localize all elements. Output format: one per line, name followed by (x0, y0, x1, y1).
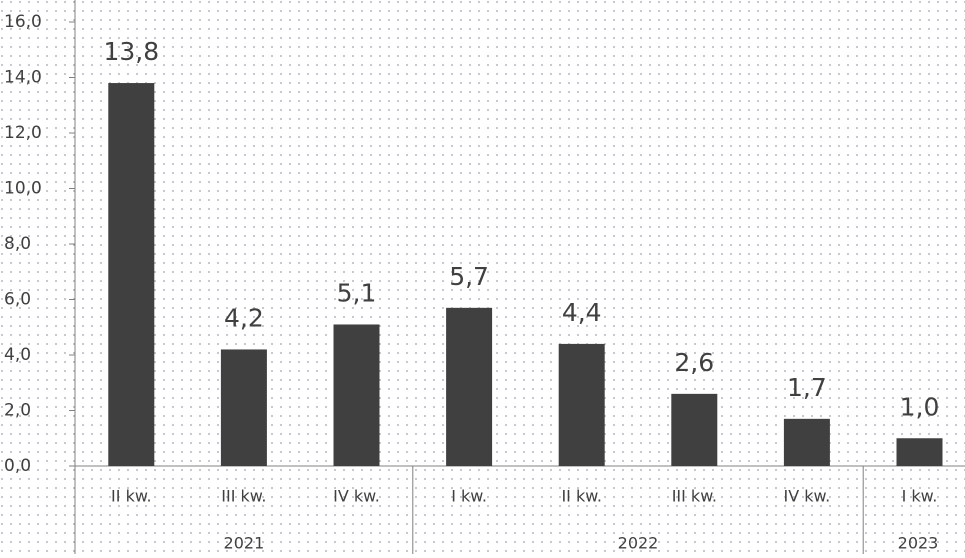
y-tick-label: 0,0 (4, 456, 31, 476)
group-label: 2023 (898, 534, 939, 553)
x-tick-label: II kw. (561, 487, 602, 506)
x-tick-label: III kw. (221, 487, 266, 506)
bar (333, 324, 380, 466)
y-tick-label: 6,0 (4, 290, 31, 310)
bar (108, 83, 155, 467)
y-tick-label: 8,0 (4, 234, 31, 254)
bar (220, 349, 267, 466)
bar (558, 343, 605, 466)
bar (783, 418, 830, 466)
value-label: 5,1 (337, 278, 377, 307)
x-tick-label: IV kw. (333, 487, 380, 506)
value-label: 2,6 (674, 348, 714, 377)
x-tick-label: IV kw. (784, 487, 831, 506)
value-label: 4,4 (562, 298, 602, 327)
value-label: 13,8 (103, 37, 159, 66)
x-tick-label: II kw. (111, 487, 152, 506)
value-label: 1,0 (900, 392, 940, 421)
x-tick-label: I kw. (451, 487, 487, 506)
x-tick-label: III kw. (672, 487, 717, 506)
bar (896, 438, 943, 466)
y-tick-label: 10,0 (4, 179, 42, 199)
group-label: 2022 (618, 534, 659, 553)
value-label: 5,7 (449, 262, 489, 291)
x-tick-label: I kw. (902, 487, 938, 506)
y-tick-label: 4,0 (4, 345, 31, 365)
value-label: 1,7 (787, 373, 827, 402)
y-tick-label: 16,0 (4, 12, 42, 32)
y-tick-label: 14,0 (4, 68, 42, 88)
group-label: 2021 (224, 534, 265, 553)
bar (446, 307, 493, 466)
bar (671, 393, 718, 466)
value-label: 4,2 (224, 303, 264, 332)
y-tick-label: 12,0 (4, 123, 42, 143)
y-tick-label: 2,0 (4, 401, 31, 421)
